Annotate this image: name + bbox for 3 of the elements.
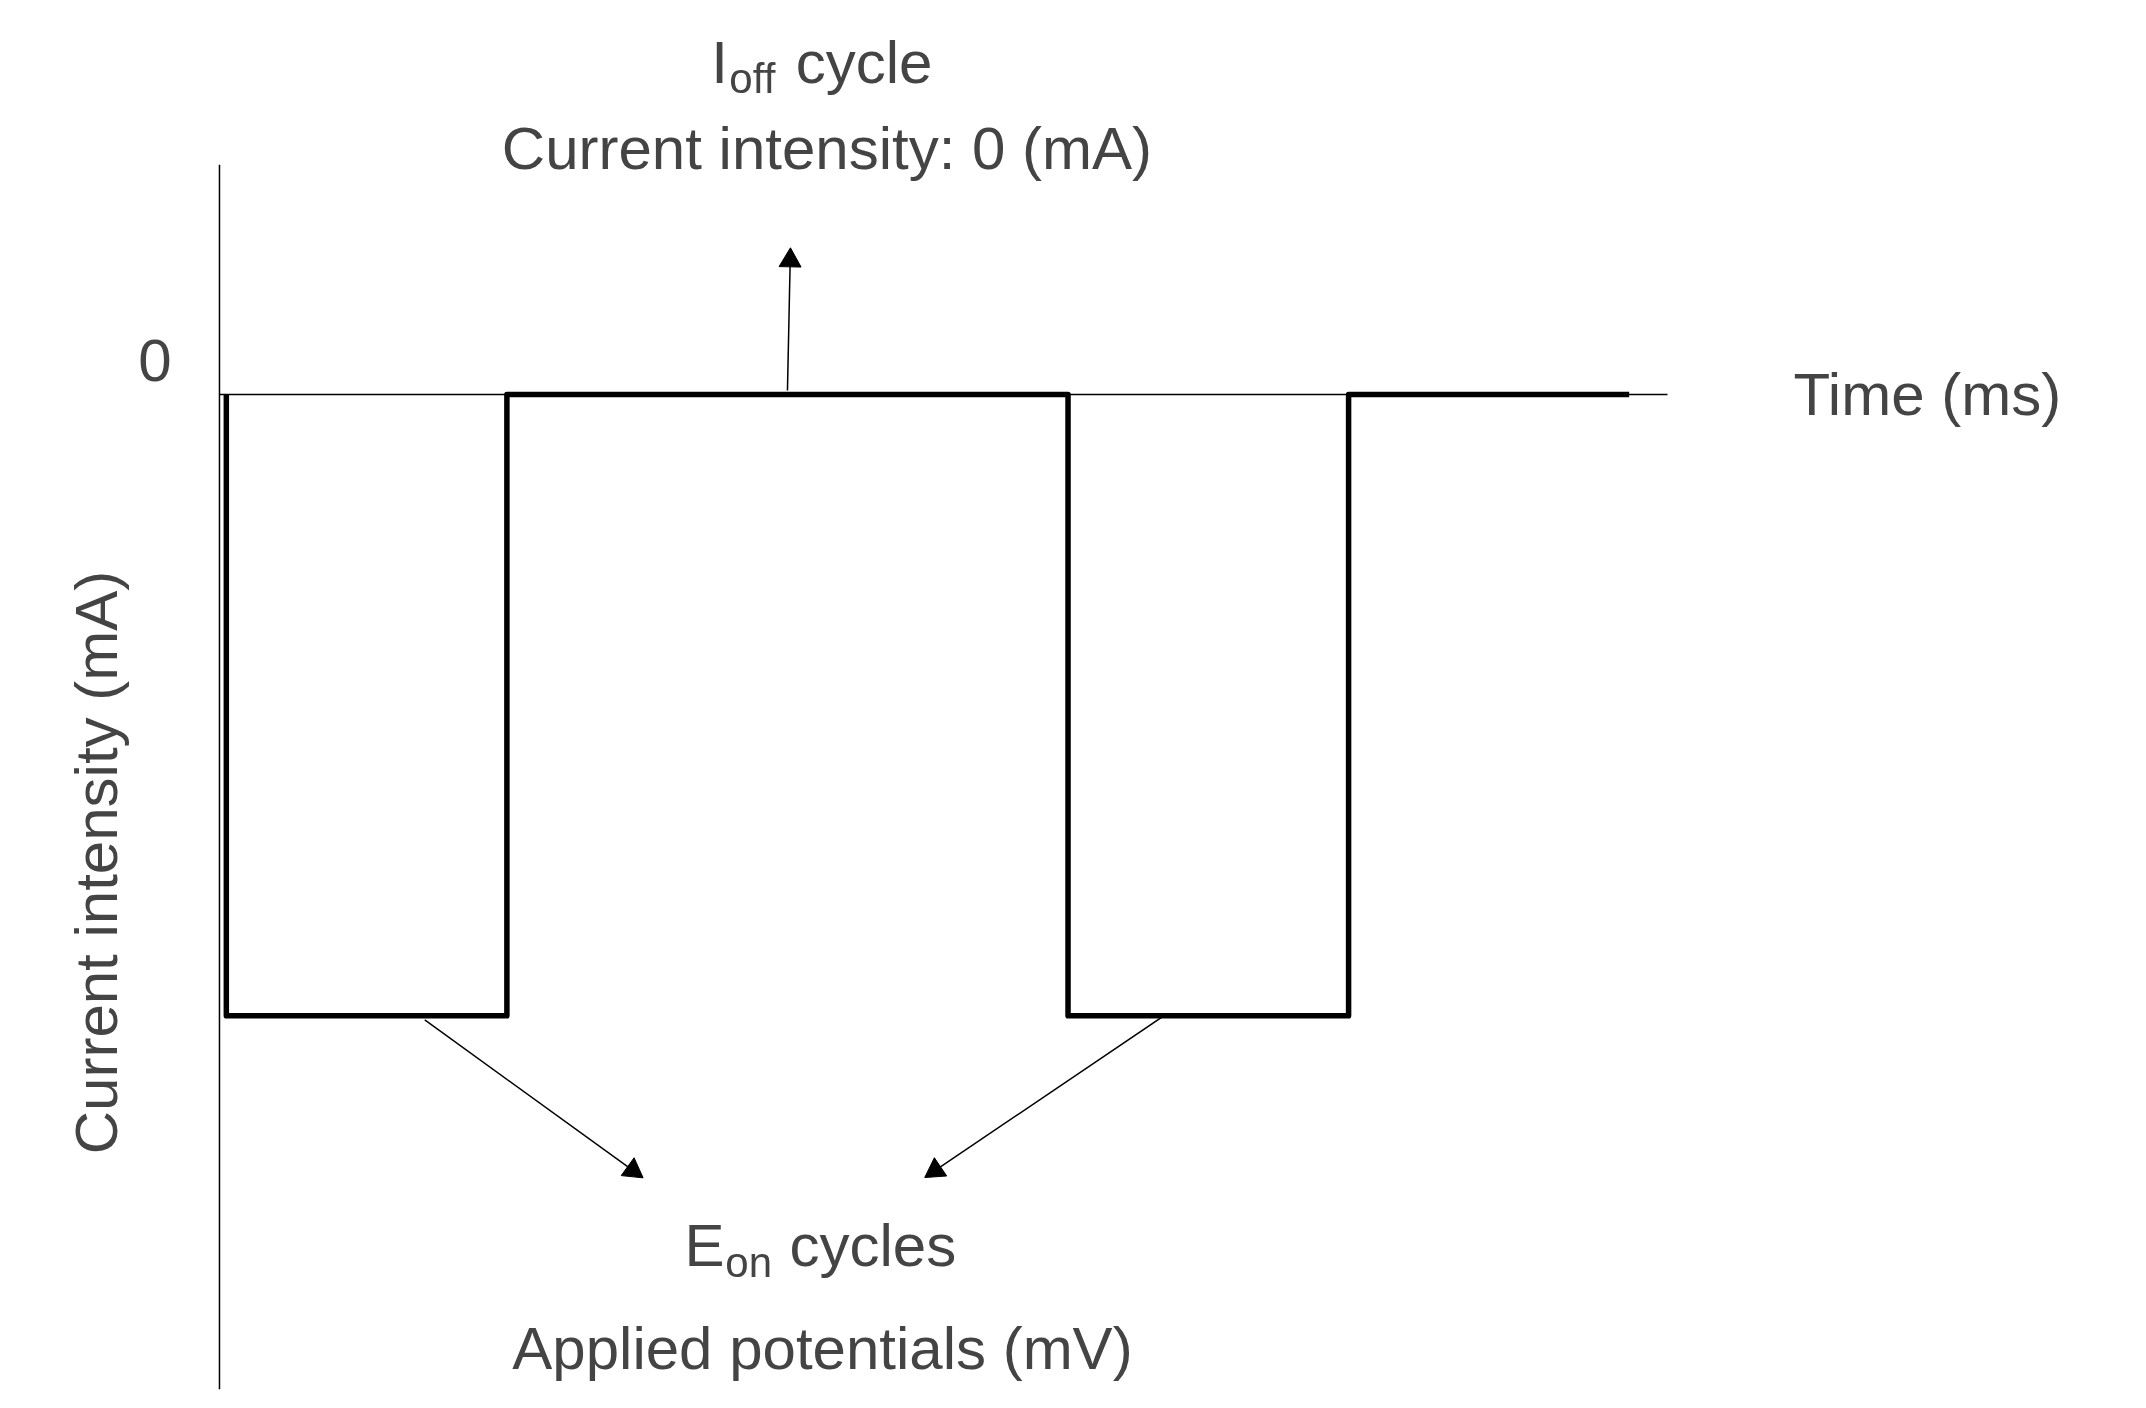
x-axis-title: Time (ms) — [1793, 361, 2062, 429]
text: 0 — [138, 326, 172, 394]
y-axis-title: Current intensity (mA) — [62, 570, 130, 1155]
